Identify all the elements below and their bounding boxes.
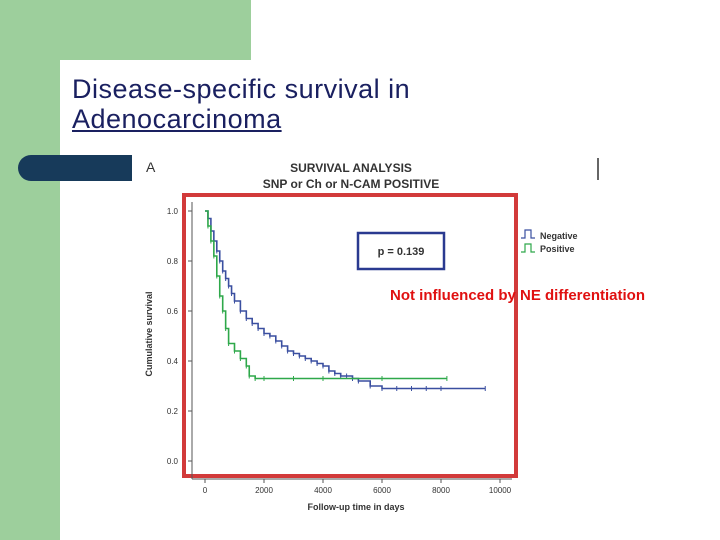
red-frame — [182, 193, 518, 478]
x-tick-label: 2000 — [255, 486, 273, 495]
x-tick-label: 6000 — [373, 486, 391, 495]
legend-label-negative: Negative — [540, 231, 578, 241]
title-line-2: Adenocarcinoma — [72, 104, 282, 134]
x-axis-label: Follow-up time in days — [307, 502, 404, 512]
x-tick-label: 10000 — [489, 486, 512, 495]
panel-label: A — [146, 159, 156, 175]
p-value-box — [356, 231, 446, 271]
green-side-band — [0, 0, 60, 540]
y-axis-label: Cumulative survival — [144, 291, 154, 376]
y-tick-label: 1.0 — [167, 207, 179, 216]
y-tick-label: 0.6 — [167, 307, 179, 316]
figure-background — [132, 154, 632, 520]
navy-accent-bar — [18, 155, 138, 181]
x-tick-label: 4000 — [314, 486, 332, 495]
y-ticks: 0.0 0.2 0.4 0.6 0.8 1.0 — [167, 207, 192, 466]
series-layer — [205, 210, 486, 391]
x-tick-label: 0 — [203, 486, 208, 495]
legend: Negative Positive — [521, 229, 578, 254]
chart-subtitle: SNP or Ch or N-CAM POSITIVE — [263, 177, 439, 191]
survival-chart: A SURVIVAL ANALYSIS SNP or Ch or N-CAM P… — [132, 154, 632, 520]
x-tick-label: 8000 — [432, 486, 450, 495]
survival-figure: A SURVIVAL ANALYSIS SNP or Ch or N-CAM P… — [132, 154, 632, 520]
title-line-1: Disease-specific survival in — [72, 74, 411, 104]
y-tick-label: 0.8 — [167, 257, 179, 266]
legend-swatch-positive — [521, 243, 535, 253]
y-tick-label: 0.0 — [167, 457, 179, 466]
y-tick-label: 0.2 — [167, 407, 179, 416]
chart-title: SURVIVAL ANALYSIS — [290, 161, 412, 175]
legend-swatch-negative — [521, 229, 535, 239]
annotation-text: Not influenced by NE differentiation — [390, 287, 646, 304]
legend-label-positive: Positive — [540, 244, 575, 254]
x-ticks: 0 2000 4000 6000 8000 10000 — [203, 479, 512, 495]
slide-title: Disease-specific survival in Adenocarcin… — [72, 74, 410, 134]
green-top-band — [60, 0, 251, 60]
y-tick-label: 0.4 — [167, 357, 179, 366]
p-value-label: p = 0.139 — [378, 246, 425, 258]
